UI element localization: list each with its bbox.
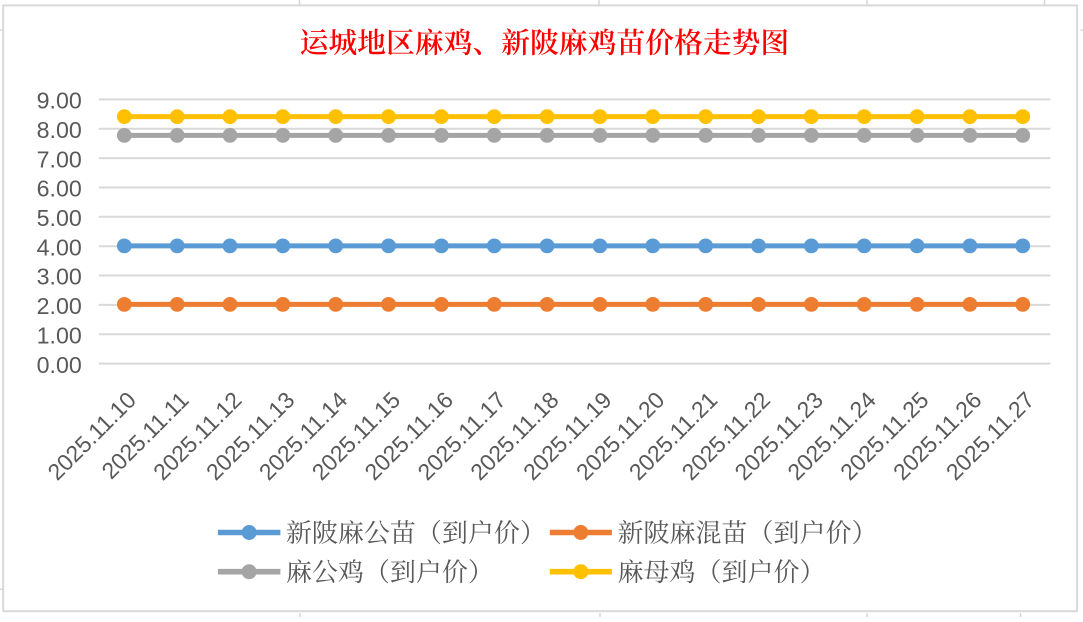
svg-text:4.00: 4.00	[37, 234, 82, 260]
svg-text:0.00: 0.00	[37, 352, 82, 378]
svg-text:6.00: 6.00	[37, 176, 82, 202]
svg-text:3.00: 3.00	[37, 264, 82, 290]
svg-text:5.00: 5.00	[37, 205, 82, 231]
svg-text:9.00: 9.00	[37, 88, 82, 114]
svg-text:1.00: 1.00	[37, 322, 82, 348]
svg-text:8.00: 8.00	[37, 117, 82, 143]
svg-text:2.00: 2.00	[37, 293, 82, 319]
svg-text:7.00: 7.00	[37, 146, 82, 172]
